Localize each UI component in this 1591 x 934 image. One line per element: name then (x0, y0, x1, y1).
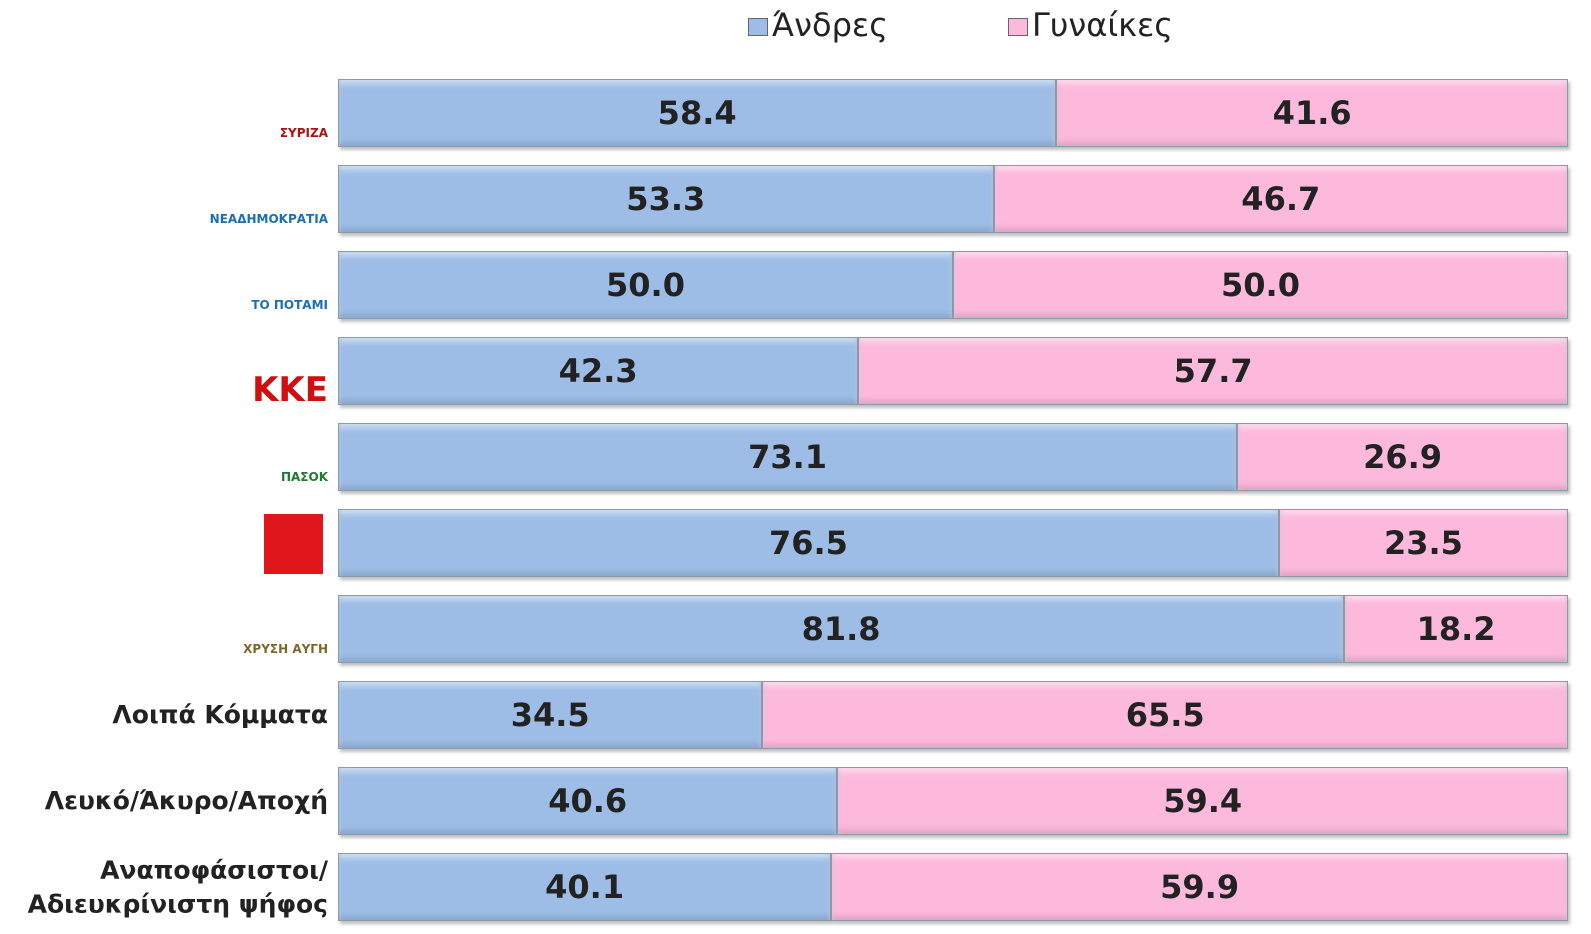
bar-segment (993, 165, 1568, 233)
value-label: 23.5 (1383, 524, 1463, 562)
value-label: 26.9 (1363, 438, 1443, 476)
value-label: 41.6 (1272, 94, 1352, 132)
category-label: Λευκό/Άκυρο/Αποχή (44, 786, 328, 816)
party-logo-text: ΝΕΑΔΗΜΟΚΡΑΤΙΑ (209, 211, 328, 226)
value-label: 18.2 (1416, 610, 1496, 648)
bar-segment (338, 337, 859, 405)
value-label: 50.0 (606, 266, 685, 304)
value-label: 73.1 (748, 438, 828, 476)
legend-label: Άνδρες (772, 6, 888, 44)
bar-segment (338, 681, 763, 749)
legend-swatch (1008, 18, 1028, 36)
legend-swatch (748, 18, 768, 36)
category-label: Αναποφάσιστοι/ Αδιευκρίνιστη ψήφος (27, 855, 328, 918)
bar-segment (338, 79, 1057, 147)
bar-segment (338, 251, 953, 319)
value-label: 65.5 (1125, 696, 1205, 734)
bar-segment (338, 423, 1238, 491)
bar-segment (762, 681, 1568, 749)
value-label: 53.3 (626, 180, 706, 218)
value-label: 50.0 (1221, 266, 1300, 304)
bar-segment (338, 165, 994, 233)
bar-segment (831, 853, 1568, 921)
party-logo-text: ΤΟ ΠΟΤΑΜΙ (251, 297, 328, 312)
party-logo-text: ΠΑΣΟΚ (280, 469, 328, 484)
value-label: 42.3 (558, 352, 638, 390)
bar-segment (338, 853, 832, 921)
bar-segment (837, 767, 1568, 835)
value-label: 40.1 (545, 868, 625, 906)
legend-label: Γυναίκες (1032, 6, 1174, 44)
bar-segment (338, 509, 1279, 577)
bar-segment (338, 767, 838, 835)
value-label: 34.5 (510, 696, 590, 734)
value-label: 40.6 (548, 782, 628, 820)
bar-segment (953, 251, 1568, 319)
party-logo-text: ΧΡΥΣΗ ΑΥΓΗ (243, 641, 328, 656)
value-label: 81.8 (801, 610, 881, 648)
value-label: 46.7 (1241, 180, 1321, 218)
bar-segment (1237, 423, 1568, 491)
bar-segment (858, 337, 1568, 405)
value-label: 59.4 (1163, 782, 1243, 820)
bar-segment (1278, 509, 1568, 577)
value-label: 57.7 (1173, 352, 1253, 390)
bar-segment (338, 595, 1345, 663)
category-label: Λοιπά Κόμματα (112, 700, 328, 730)
party-logo-text: ΣΥΡΙΖΑ (279, 125, 328, 140)
value-label: 76.5 (768, 524, 848, 562)
value-label: 59.9 (1160, 868, 1240, 906)
rose-logo (264, 514, 323, 574)
bar-segment (1344, 595, 1568, 663)
bar-segment (1056, 79, 1568, 147)
value-label: 58.4 (657, 94, 737, 132)
party-logo-text: ΚΚΕ (252, 370, 328, 411)
